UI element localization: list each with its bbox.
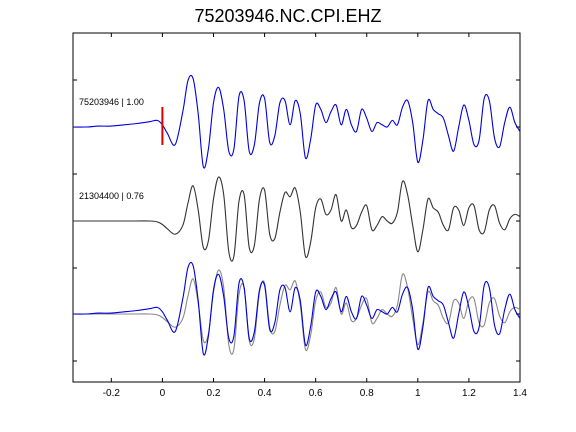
trace-master-panel-3 <box>72 261 521 356</box>
trace-label-1: 75203946 | 1.00 <box>79 97 144 107</box>
x-tick-label: 1.4 <box>513 388 527 399</box>
plot-frame <box>72 32 521 383</box>
x-axis-ticks: -0.2 0 0.2 0.4 0.6 0.8 1 1.2 1.4 <box>103 33 527 399</box>
x-tick-label: 0.2 <box>207 388 221 399</box>
trace-labels: 75203946 | 1.00 21304400 | 0.76 <box>79 97 144 201</box>
trace-match-panel-2 <box>73 176 521 262</box>
traces <box>72 74 521 356</box>
x-tick-label: 0.4 <box>258 388 272 399</box>
chart-title: 75203946.NC.CPI.EHZ <box>194 6 382 26</box>
x-tick-label: -0.2 <box>103 388 121 399</box>
x-tick-label: 0 <box>160 388 166 399</box>
x-tick-label: 1.2 <box>462 388 476 399</box>
trace-match-panel-3 <box>73 269 521 355</box>
x-tick-label: 0.6 <box>309 388 323 399</box>
x-tick-label: 1 <box>415 388 421 399</box>
x-tick-label: 0.8 <box>360 388 374 399</box>
trace-label-2: 21304400 | 0.76 <box>79 191 144 201</box>
trace-master-panel-1 <box>72 74 521 169</box>
